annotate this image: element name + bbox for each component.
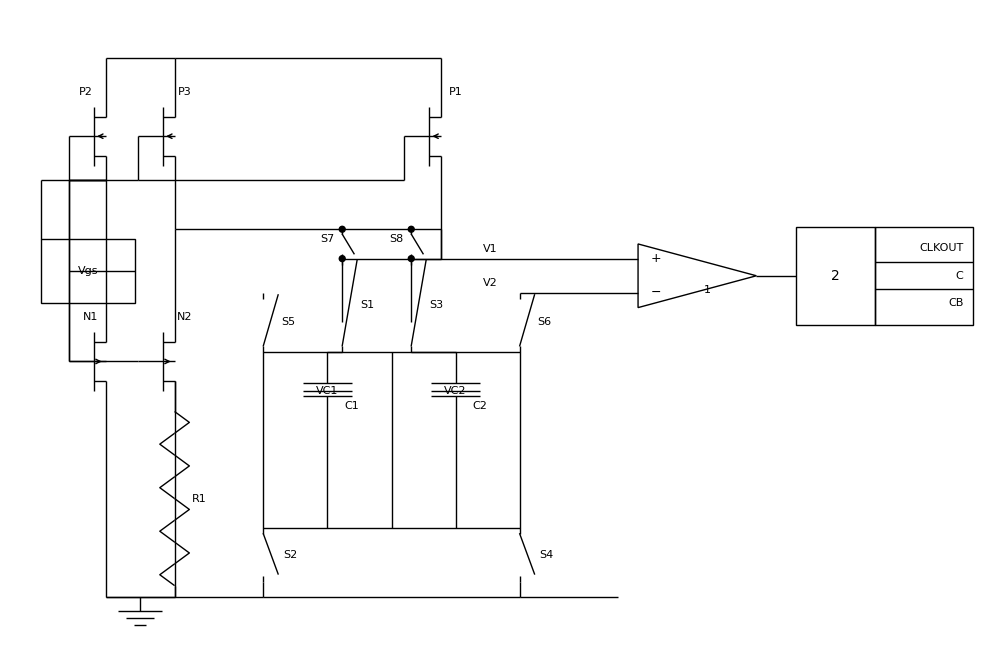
Text: P2: P2: [79, 87, 93, 97]
Text: C: C: [956, 271, 963, 281]
Text: S6: S6: [537, 317, 552, 327]
Text: P3: P3: [178, 87, 191, 97]
Circle shape: [408, 255, 414, 261]
Text: CLKOUT: CLKOUT: [919, 243, 963, 253]
Text: CB: CB: [948, 298, 963, 308]
Text: R1: R1: [192, 493, 207, 503]
Text: S2: S2: [283, 550, 297, 560]
Text: −: −: [651, 286, 661, 300]
Text: V2: V2: [483, 278, 498, 288]
Circle shape: [339, 255, 345, 261]
Bar: [875, 227, 973, 325]
Text: S4: S4: [539, 550, 554, 560]
Text: C2: C2: [473, 401, 488, 411]
Text: S5: S5: [281, 317, 295, 327]
Text: N2: N2: [177, 312, 192, 323]
Text: P1: P1: [449, 87, 462, 97]
Text: 2: 2: [831, 269, 840, 283]
Text: S8: S8: [389, 234, 404, 244]
Text: V1: V1: [483, 244, 497, 254]
Text: S7: S7: [320, 234, 335, 244]
Text: VC1: VC1: [316, 386, 339, 396]
Text: VC2: VC2: [444, 386, 467, 396]
Text: S3: S3: [429, 300, 443, 310]
Circle shape: [408, 226, 414, 233]
Text: +: +: [650, 252, 661, 265]
Text: Vgs: Vgs: [78, 266, 99, 276]
Bar: [41, 239, 135, 302]
Circle shape: [339, 226, 345, 233]
Bar: [263, 351, 520, 528]
Text: N1: N1: [83, 312, 98, 323]
Text: S1: S1: [360, 300, 374, 310]
Text: 1: 1: [704, 286, 711, 296]
Text: C1: C1: [345, 401, 359, 411]
Bar: [796, 227, 875, 325]
